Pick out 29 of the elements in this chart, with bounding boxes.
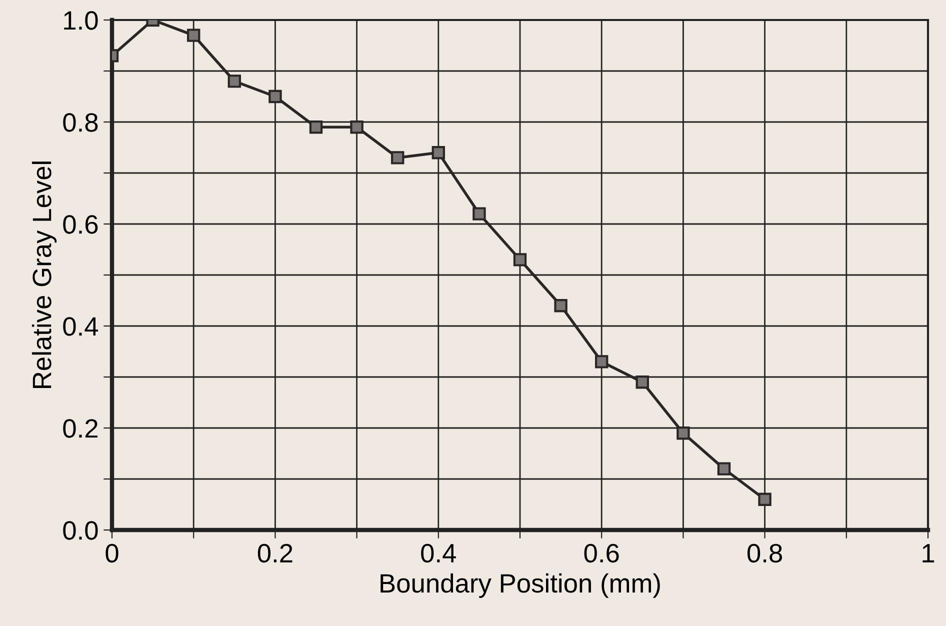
point [228, 74, 241, 88]
x-tick-label: 0.2 [258, 544, 292, 563]
x-tick-label: 0 [106, 544, 118, 563]
y-axis-title: Relative Gray Level [32, 162, 57, 388]
y-tick-label: 1.0 [64, 11, 98, 30]
y-tick-label: 0.8 [63, 113, 98, 132]
point [309, 120, 323, 134]
point [554, 299, 568, 312]
point [391, 151, 404, 164]
y-tick-label: 0.2 [63, 419, 98, 438]
point [717, 462, 731, 476]
x-tick-label: 0.6 [584, 544, 619, 563]
y-tick-label: 0.0 [63, 521, 98, 540]
x-tick-label: 0.8 [747, 544, 782, 563]
y-tick-label: 0.4 [63, 317, 98, 336]
point [268, 90, 282, 104]
point [513, 253, 527, 266]
point [595, 355, 608, 368]
x-axis-title: Boundary Position (mm) [380, 573, 660, 598]
point [350, 120, 364, 134]
y-tick-label: 0.6 [63, 215, 98, 234]
x-tick-label: 1 [922, 544, 934, 562]
point [636, 376, 649, 389]
point [432, 146, 445, 160]
point [676, 426, 690, 440]
x-tick-label: 0.4 [421, 544, 456, 563]
point [187, 28, 200, 42]
point [472, 207, 486, 220]
point [758, 492, 772, 506]
